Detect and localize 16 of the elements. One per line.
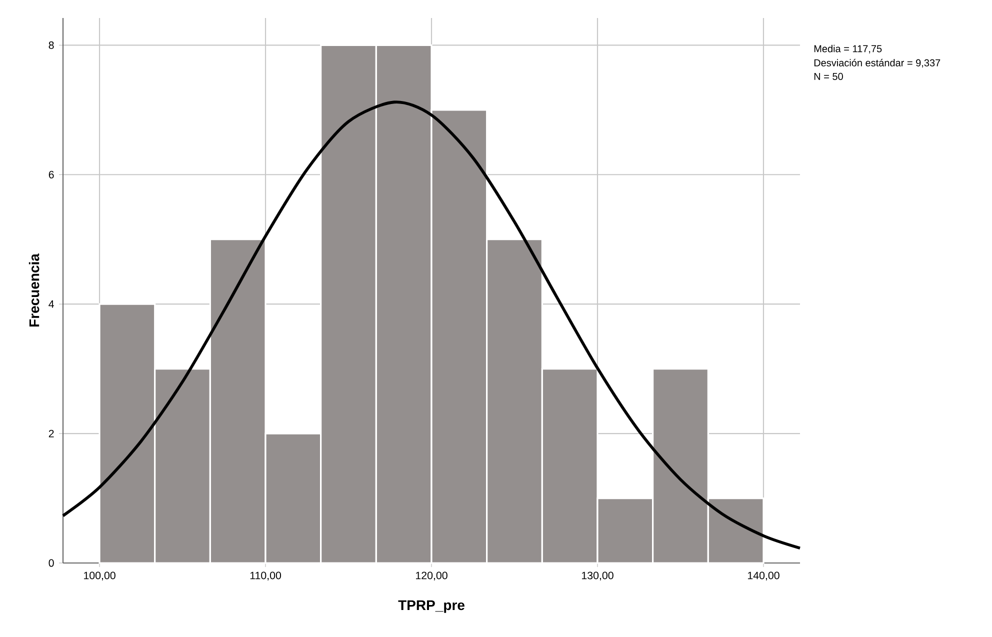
y-axis-title: Frecuencia — [28, 253, 40, 327]
line-series — [62, 100, 802, 550]
text: Media = 117,75 — [814, 44, 882, 54]
y-tick-label: 4 — [48, 300, 54, 308]
x-tick-label: 120,00 — [416, 572, 448, 581]
x-tick-label: 110,00 — [250, 572, 282, 581]
x-tick-label: 130,00 — [582, 572, 614, 581]
text: N = 50 — [814, 72, 843, 80]
x-tick-label: 140,00 — [748, 572, 780, 581]
y-tick-label: 2 — [48, 430, 54, 438]
y-tick-label: 0 — [48, 559, 54, 567]
text: Desviación estándar = 9,337 — [814, 58, 940, 68]
x-axis-title: TPRP_pre — [398, 600, 464, 613]
y-tick-label: 8 — [48, 41, 54, 49]
x-tick-label: 100,00 — [84, 572, 116, 581]
y-tick-label: 6 — [48, 170, 54, 178]
